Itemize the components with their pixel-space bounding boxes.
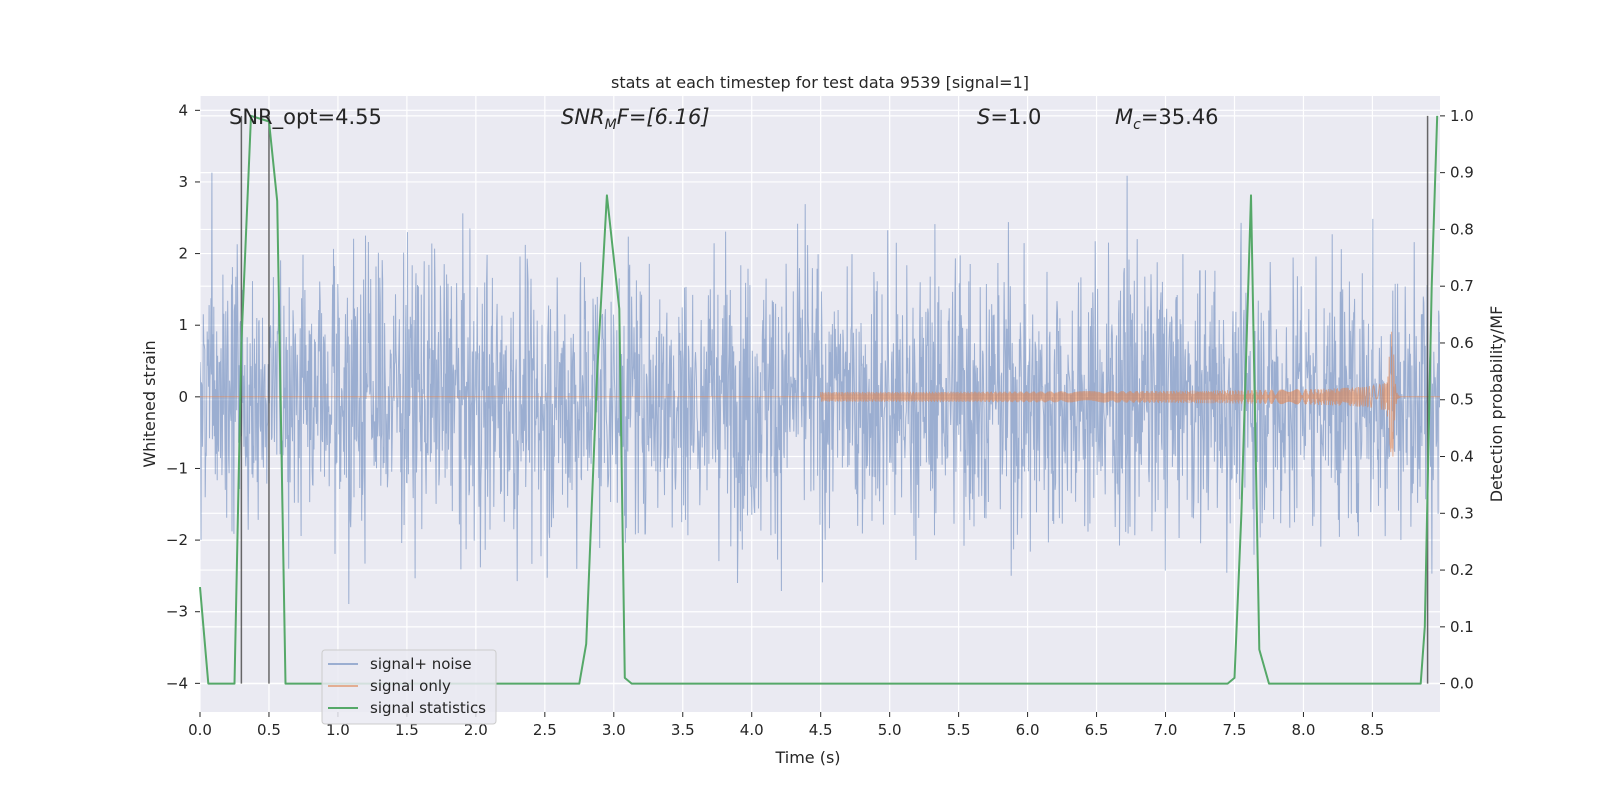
- x-tick-label: 7.5: [1223, 721, 1247, 739]
- y-axis-right-label: Detection probability/MF: [1487, 306, 1506, 503]
- annotation-mc-main: M: [1115, 105, 1133, 129]
- y-axis-right-ticks: 1.0 0.9 0.8 0.7 0.6 0.5 0.4 0.3 0.2 0.1 0.0: [1440, 107, 1474, 693]
- annotation-snr-mf: SNRMF=[6.16]: [561, 105, 710, 133]
- annotation-s-rest: =1.0: [990, 105, 1041, 129]
- x-tick-label: 6.0: [1016, 721, 1040, 739]
- x-axis-label: Time (s): [774, 748, 840, 767]
- y-right-tick-label: 0.4: [1450, 448, 1474, 466]
- y-right-tick-label: 0.2: [1450, 561, 1474, 579]
- y-left-tick-label: −1: [166, 459, 188, 477]
- legend-label-signal-plus-noise: signal+ noise: [370, 655, 472, 673]
- y-left-tick-label: 2: [178, 245, 188, 263]
- x-tick-label: 2.5: [533, 721, 557, 739]
- y-left-tick-label: 1: [178, 316, 188, 334]
- chart-title: stats at each timestep for test data 953…: [611, 73, 1029, 92]
- x-tick-label: 3.5: [671, 721, 695, 739]
- x-tick-label: 8.5: [1360, 721, 1384, 739]
- y-left-tick-label: −4: [166, 674, 188, 692]
- y-right-tick-label: 1.0: [1450, 107, 1474, 125]
- x-tick-label: 5.5: [947, 721, 971, 739]
- y-right-tick-label: 0.1: [1450, 618, 1474, 636]
- x-tick-label: 6.5: [1085, 721, 1109, 739]
- y-right-tick-label: 0.5: [1450, 391, 1474, 409]
- annotation-snr-opt: SNR_opt=4.55: [229, 105, 382, 130]
- annotation-mc: Mc=35.46: [1115, 105, 1219, 133]
- x-tick-label: 8.0: [1292, 721, 1316, 739]
- y-left-tick-label: −3: [166, 603, 188, 621]
- y-right-tick-label: 0.9: [1450, 164, 1474, 182]
- annotation-snr-mf-main: SNR: [561, 105, 605, 129]
- x-tick-label: 4.0: [740, 721, 764, 739]
- x-tick-label: 4.5: [809, 721, 833, 739]
- legend-label-signal-statistics: signal statistics: [370, 699, 486, 717]
- x-tick-label: 5.0: [878, 721, 902, 739]
- annotation-snr-mf-rest: F=[6.16]: [617, 105, 710, 129]
- legend: signal+ noise signal only signal statist…: [322, 650, 496, 724]
- x-tick-label: 7.0: [1154, 721, 1178, 739]
- annotation-mc-rest: =35.46: [1141, 105, 1219, 129]
- y-left-tick-label: 0: [178, 388, 188, 406]
- y-right-tick-label: 0.7: [1450, 277, 1474, 295]
- x-tick-label: 0.0: [188, 721, 212, 739]
- y-axis-left-label: Whitened strain: [140, 340, 159, 467]
- y-right-tick-label: 0.6: [1450, 334, 1474, 352]
- annotation-s-main: S: [977, 105, 990, 129]
- annotation-snr-mf-sub: M: [605, 117, 617, 133]
- y-right-tick-label: 0.8: [1450, 220, 1474, 238]
- y-left-tick-label: 3: [178, 173, 188, 191]
- y-axis-left-ticks: 4 3 2 1 0 −1 −2 −3 −4: [166, 101, 200, 692]
- annotation-s: S=1.0: [977, 105, 1041, 129]
- legend-label-signal-only: signal only: [370, 677, 451, 695]
- y-right-tick-label: 0.3: [1450, 504, 1474, 522]
- y-right-tick-label: 0.0: [1450, 675, 1474, 693]
- x-tick-label: 0.5: [257, 721, 281, 739]
- y-left-tick-label: −2: [166, 531, 188, 549]
- x-tick-label: 3.0: [602, 721, 626, 739]
- y-left-tick-label: 4: [178, 101, 188, 119]
